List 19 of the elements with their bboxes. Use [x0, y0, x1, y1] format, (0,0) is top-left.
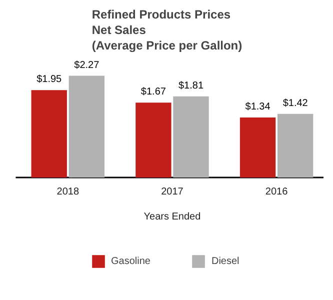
- x-axis-title: Years Ended: [144, 212, 201, 222]
- bar: [68, 76, 105, 178]
- x-tick-label: 2017: [161, 186, 184, 198]
- x-tick-label: 2016: [265, 186, 288, 198]
- data-label: $1.34: [245, 101, 271, 112]
- data-label: $1.81: [178, 80, 204, 92]
- data-label: $1.42: [282, 98, 308, 109]
- bar: [240, 117, 276, 178]
- chart-title: Refined Products Prices Net Sales (Average Price per Gallon): [92, 8, 242, 52]
- bar: [31, 90, 67, 178]
- x-tick-label: 2018: [56, 186, 80, 198]
- legend-label: Gasoline: [111, 256, 150, 266]
- legend-label: Diesel: [211, 256, 240, 266]
- bar: [277, 114, 314, 178]
- bar: [136, 102, 172, 178]
- data-label: $1.95: [36, 74, 62, 86]
- data-label: $1.67: [140, 86, 166, 98]
- bar: [173, 96, 209, 178]
- data-label: $2.27: [74, 60, 100, 71]
